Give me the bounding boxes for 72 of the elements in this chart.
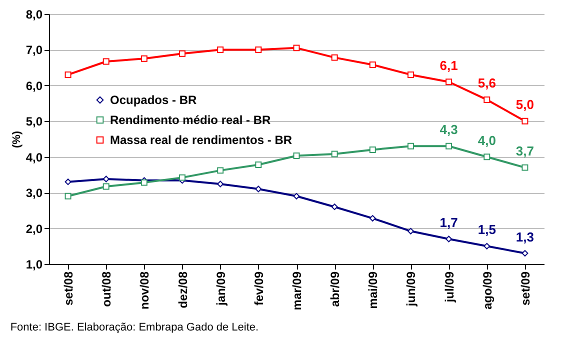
point [255, 186, 262, 192]
x-tick-label: set/08 [62, 271, 76, 306]
data-label: 4,0 [478, 132, 496, 148]
y-tick-label: 7,0 [26, 43, 43, 58]
legend-label: Massa real de rendimentos - BR [110, 133, 292, 147]
source-note: Fonte: IBGE. Elaboração: Embrapa Gado de Leite. [10, 322, 259, 334]
x-tick-label: jul/09 [442, 271, 456, 304]
y-axis-title: (%) [10, 130, 23, 148]
data-label: 5,6 [478, 76, 496, 91]
point [522, 118, 528, 124]
point [179, 174, 186, 181]
point [522, 250, 528, 257]
point [407, 228, 414, 234]
data-label: 5,0 [516, 97, 534, 112]
x-tick-label: ago/09 [480, 271, 494, 310]
point [64, 192, 72, 200]
point [407, 142, 414, 150]
y-tick-label: 4,0 [26, 150, 43, 164]
point [102, 183, 110, 190]
y-tick-label: 3,0 [26, 186, 43, 200]
point [293, 192, 300, 200]
x-tick-label: set/09 [518, 271, 532, 306]
point [102, 176, 110, 182]
point [64, 71, 72, 78]
point [293, 152, 300, 160]
data-label: 1,5 [478, 222, 496, 238]
point [331, 204, 338, 210]
x-tick-label: abr/09 [328, 271, 342, 307]
legend-label: Rendimento médio real - BR [110, 113, 272, 127]
point [407, 71, 414, 78]
point [522, 164, 528, 171]
x-tick-label: jan/09 [214, 271, 228, 307]
point [255, 161, 262, 168]
x-tick-label: jun/09 [404, 271, 418, 308]
data-label: 1,3 [516, 229, 534, 244]
point [331, 150, 338, 158]
point [369, 215, 376, 222]
point [293, 44, 300, 52]
point [446, 236, 452, 242]
y-tick-label: 2,0 [26, 222, 43, 236]
data-label: 1,7 [440, 215, 458, 230]
data-label: 3,7 [516, 144, 534, 159]
point [217, 46, 224, 53]
point [140, 55, 148, 62]
y-tick-label: 8,0 [26, 8, 43, 22]
point [217, 167, 224, 174]
point [369, 146, 376, 153]
point [64, 178, 72, 186]
point [140, 179, 148, 186]
y-tick-label: 5,0 [26, 114, 43, 129]
point [179, 50, 186, 57]
y-tick-label: 1,0 [26, 258, 43, 272]
x-tick-label: mai/09 [366, 271, 380, 309]
point [255, 46, 262, 53]
x-tick-label: dez/08 [176, 271, 190, 308]
point [369, 61, 376, 68]
x-tick-label: out/08 [100, 271, 114, 307]
x-tick-label: fev/09 [252, 271, 266, 306]
point [446, 78, 452, 86]
data-label: 4,3 [440, 122, 458, 138]
y-tick-label: 6,0 [26, 78, 43, 93]
point [484, 154, 490, 160]
point [484, 242, 490, 250]
x-tick-label: nov/08 [138, 271, 152, 310]
point [484, 96, 490, 103]
legend-label: Ocupados - BR [110, 93, 198, 107]
data-label: 6,1 [440, 58, 458, 73]
x-tick-label: mar/09 [290, 271, 304, 310]
point [446, 142, 452, 150]
point [102, 58, 110, 65]
point [217, 180, 224, 188]
point [331, 54, 338, 61]
